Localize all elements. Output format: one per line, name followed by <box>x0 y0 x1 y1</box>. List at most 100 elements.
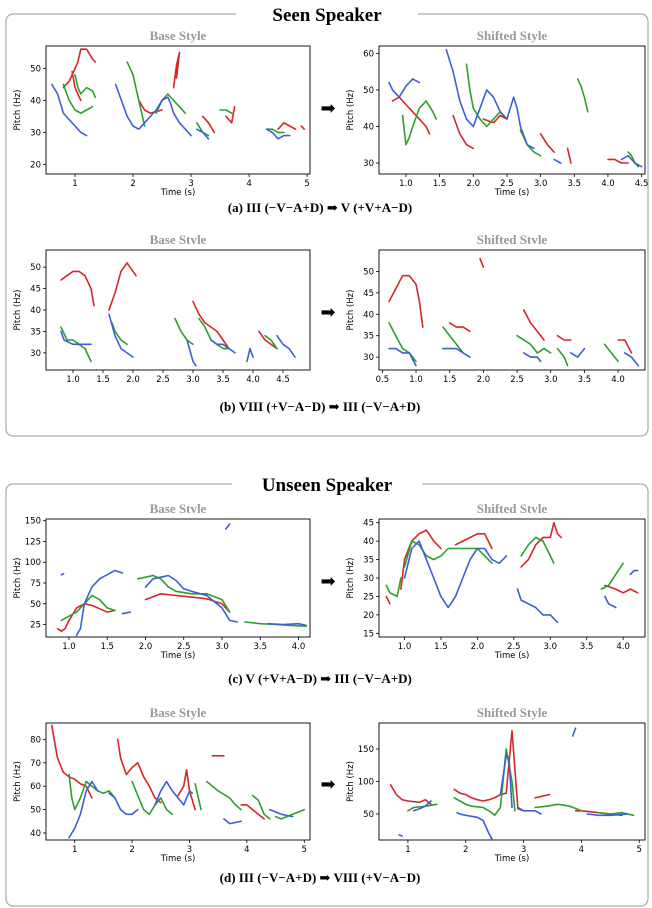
series-line-green <box>265 128 285 134</box>
series-line-green <box>465 63 508 128</box>
series-line-green <box>60 594 116 622</box>
series-line-blue <box>456 811 493 840</box>
series-line-green <box>131 780 174 816</box>
y-tick-label: 30 <box>363 353 374 363</box>
y-tick-label: 60 <box>363 49 374 59</box>
chart-2: Base Stvle 1.0 1.5 2.0 2.5 3.0 3.5 4.0 4.5 30 35 40… <box>13 232 311 385</box>
series-line-red <box>566 147 572 164</box>
y-tick-label: 40 <box>363 310 374 320</box>
y-axis-label: Pitch (Hz) <box>346 90 356 131</box>
x-tick-label: 3.0 <box>544 375 558 385</box>
chart-title: Shifted Stvle <box>477 501 548 516</box>
x-tick-label: 4.5 <box>276 375 290 385</box>
x-tick-label: 5 <box>304 179 309 189</box>
series-line-blue <box>225 523 231 530</box>
x-tick-label: 2.0 <box>477 375 491 385</box>
x-tick-label: 1 <box>405 845 410 855</box>
y-axis-label: Pitch (Hz) <box>13 90 23 131</box>
series-line-blue <box>620 154 643 168</box>
series-line-blue <box>68 780 99 839</box>
x-tick-label: 3.0 <box>215 642 229 652</box>
series-line-green <box>520 536 555 565</box>
x-tick-label: 1.5 <box>100 642 114 652</box>
series-line-blue <box>499 754 513 809</box>
series-line-red <box>453 730 525 812</box>
y-axis-label: Pitch (Hz) <box>13 558 23 599</box>
y-tick-label: 40 <box>30 306 41 316</box>
series-line-green <box>600 562 624 590</box>
series-line-red <box>177 769 196 811</box>
x-tick-label: 4.0 <box>611 375 625 385</box>
y-tick-label: 45 <box>30 285 41 295</box>
series-line-red <box>258 330 278 350</box>
series-line-red <box>523 309 545 341</box>
plot-frame <box>45 45 311 175</box>
series-line-blue <box>403 540 508 609</box>
y-tick-label: 40 <box>363 537 374 547</box>
series-line-green <box>403 540 493 568</box>
y-tick-label: 30 <box>30 349 41 359</box>
series-line-blue <box>51 83 88 137</box>
series-line-green <box>174 317 194 346</box>
unseen-speaker-frame: Unseen Speaker <box>5 475 649 907</box>
series-line-red <box>172 51 181 89</box>
x-axis-label: Time (s) <box>494 651 530 661</box>
series-line-red <box>539 133 555 153</box>
x-tick-label: 2 <box>130 179 135 189</box>
series-line-green <box>388 322 417 363</box>
series-line-blue <box>276 334 296 358</box>
series-line-red <box>71 70 82 102</box>
y-tick-label: 35 <box>363 332 374 342</box>
series-line-red <box>617 339 633 354</box>
series-line-blue <box>267 622 307 627</box>
series-line-red <box>116 738 162 804</box>
series-line-green <box>534 803 583 812</box>
unseen-speaker-title: Unseen Speaker <box>262 475 393 496</box>
series-line-blue <box>121 611 131 615</box>
y-tick-label: 25 <box>363 592 374 602</box>
plot-frame <box>45 249 311 371</box>
chart-title: Base Stvle <box>150 501 207 516</box>
series-line-green <box>251 794 271 820</box>
series-line-blue <box>144 574 239 623</box>
series-line-blue <box>629 569 639 576</box>
chart-title: Base Stvle <box>150 232 207 247</box>
x-tick-label: 2.5 <box>510 375 524 385</box>
chart-title: Base Style <box>150 28 207 43</box>
series-line-red <box>144 593 231 613</box>
series-group <box>50 724 306 839</box>
series-line-red <box>479 257 485 268</box>
series-line-green <box>274 808 306 820</box>
y-tick-label: 50 <box>363 810 374 820</box>
series-line-red <box>556 334 572 341</box>
y-tick-label: 75 <box>30 579 41 589</box>
chart-1: Shifted Style 1.0 1.5 2.0 2.5 3.0 3.5 4.0 4.5 30 4… <box>346 28 648 198</box>
series-line-blue <box>442 347 471 358</box>
chart-6: Base Style 1 2 3 4 5 40 50 60 70 80 Time (s) Pitch (… <box>13 705 311 864</box>
series-line-blue <box>269 808 294 818</box>
y-tick-label: 20 <box>30 160 41 170</box>
x-tick-label: 1.5 <box>434 642 448 652</box>
series-line-red <box>452 114 475 150</box>
series-group <box>388 257 640 367</box>
series-line-green <box>111 322 128 346</box>
x-tick-label: 3.5 <box>580 642 594 652</box>
x-tick-label: 4.0 <box>616 642 630 652</box>
caption-b: (b) VIII (+V−A−D) ➡ III (−V−A+D) <box>220 399 421 414</box>
y-tick-label: 50 <box>363 267 374 277</box>
x-axis-label: Time (s) <box>494 188 530 198</box>
series-line-green <box>442 326 464 354</box>
series-line-red <box>448 322 471 333</box>
series-line-blue <box>445 48 535 150</box>
series-line-blue <box>114 83 192 137</box>
x-tick-label: 0.5 <box>376 375 390 385</box>
x-tick-label: 4 <box>246 179 251 189</box>
series-line-red <box>388 274 424 328</box>
series-line-red <box>400 529 442 590</box>
chart-title: Shifted Style <box>477 705 548 720</box>
y-tick-label: 100 <box>25 558 41 568</box>
series-line-red <box>389 784 432 806</box>
x-tick-label: 1 <box>72 845 77 855</box>
plot-frame <box>378 249 646 371</box>
series-line-green <box>62 83 94 114</box>
